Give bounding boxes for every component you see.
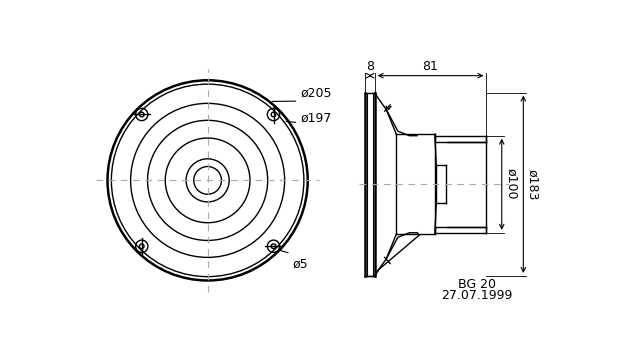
Text: ø183: ø183 <box>526 169 540 200</box>
Text: ø100: ø100 <box>505 169 518 200</box>
Text: ø5: ø5 <box>292 257 308 270</box>
Text: 27.07.1999: 27.07.1999 <box>441 288 513 301</box>
Text: 81: 81 <box>422 60 439 73</box>
Text: BG 20: BG 20 <box>458 278 496 291</box>
Text: 8: 8 <box>366 60 374 73</box>
Text: ø197: ø197 <box>300 112 332 125</box>
Text: ø205: ø205 <box>300 87 332 100</box>
